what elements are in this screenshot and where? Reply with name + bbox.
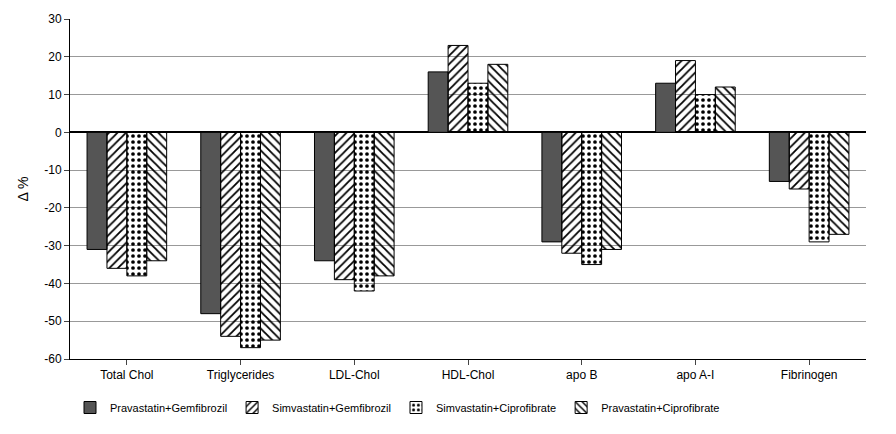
svg-text:apo A-I: apo A-I	[676, 368, 714, 382]
svg-text:HDL-Chol: HDL-Chol	[442, 368, 495, 382]
svg-text:Simvastatin+Gemfibrozil: Simvastatin+Gemfibrozil	[272, 402, 391, 414]
svg-text:Fibrinogen: Fibrinogen	[781, 368, 838, 382]
svg-text:Δ %: Δ %	[15, 177, 31, 202]
svg-text:Pravastatin+Ciprofibrate: Pravastatin+Ciprofibrate	[601, 402, 719, 414]
svg-text:10: 10	[48, 88, 62, 102]
svg-text:Simvastatin+Ciprofibrate: Simvastatin+Ciprofibrate	[436, 402, 556, 414]
svg-text:0: 0	[55, 126, 62, 140]
svg-text:-30: -30	[44, 239, 62, 253]
svg-text:Total Chol: Total Chol	[100, 368, 153, 382]
svg-text:20: 20	[48, 50, 62, 64]
svg-text:-20: -20	[44, 201, 62, 215]
svg-text:30: 30	[48, 12, 62, 26]
svg-text:-50: -50	[44, 314, 62, 328]
svg-text:-10: -10	[44, 163, 62, 177]
svg-text:Pravastatin+Gemfibrozil: Pravastatin+Gemfibrozil	[110, 402, 227, 414]
svg-text:-60: -60	[44, 352, 62, 366]
svg-text:Triglycerides: Triglycerides	[207, 368, 275, 382]
svg-text:apo B: apo B	[566, 368, 597, 382]
svg-text:LDL-Chol: LDL-Chol	[329, 368, 380, 382]
svg-text:-40: -40	[44, 277, 62, 291]
